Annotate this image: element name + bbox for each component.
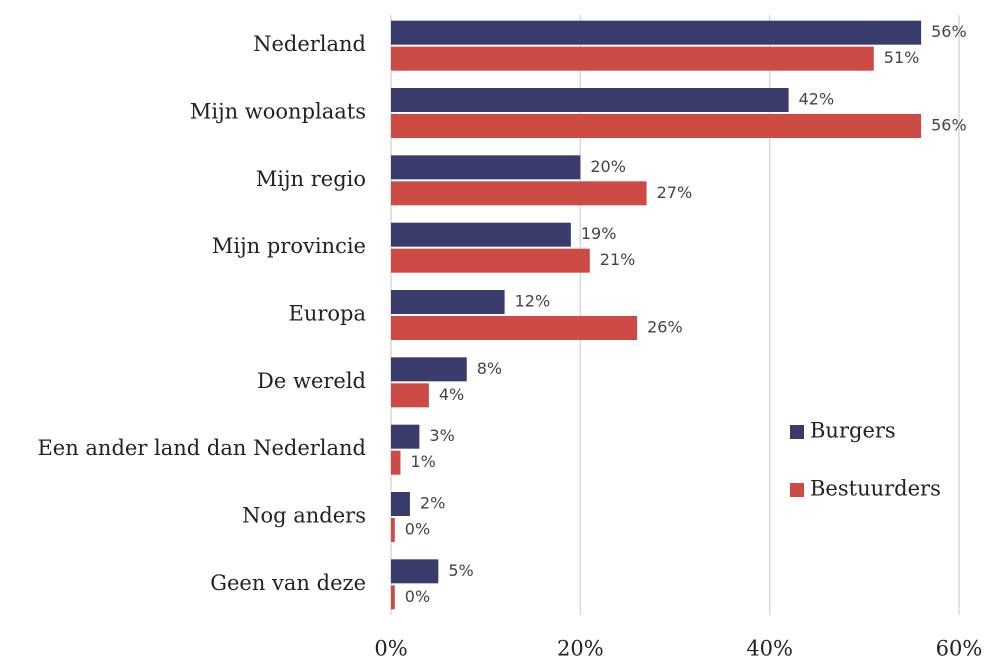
bar bbox=[391, 155, 581, 180]
value-label: 42% bbox=[799, 90, 835, 109]
bar bbox=[391, 383, 429, 408]
y-tick-label: Europa bbox=[289, 302, 367, 326]
bar bbox=[391, 222, 571, 247]
value-label: 8% bbox=[477, 359, 502, 378]
bar bbox=[391, 585, 395, 610]
bar bbox=[391, 290, 505, 314]
bar bbox=[391, 559, 439, 584]
bar bbox=[391, 88, 789, 112]
x-tick-label: 40% bbox=[746, 637, 793, 661]
value-label: 20% bbox=[590, 157, 626, 176]
y-tick-label: Mijn woonplaats bbox=[190, 100, 366, 124]
y-tick-label: Een ander land dan Nederland bbox=[37, 436, 366, 460]
bar bbox=[391, 518, 395, 542]
bar bbox=[391, 20, 922, 45]
legend-swatch bbox=[790, 425, 804, 439]
value-label: 26% bbox=[647, 318, 683, 337]
y-tick-label: Geen van deze bbox=[210, 571, 366, 595]
x-tick-label: 20% bbox=[557, 637, 604, 661]
value-label: 0% bbox=[405, 520, 430, 539]
y-tick-label: De wereld bbox=[257, 369, 366, 393]
value-label: 19% bbox=[581, 224, 617, 243]
value-label: 2% bbox=[420, 494, 445, 513]
y-tick-label: Mijn regio bbox=[256, 167, 366, 191]
bar bbox=[391, 424, 420, 449]
x-tick-label: 60% bbox=[936, 637, 983, 661]
bar bbox=[391, 181, 647, 206]
value-label: 21% bbox=[600, 250, 636, 269]
value-label: 5% bbox=[448, 561, 473, 580]
bar bbox=[391, 46, 874, 71]
y-tick-label: Mijn provincie bbox=[212, 234, 366, 258]
value-label: 56% bbox=[931, 22, 967, 41]
value-label: 27% bbox=[657, 183, 693, 202]
legend-label: Bestuurders bbox=[810, 477, 941, 501]
legend-swatch bbox=[790, 483, 804, 497]
value-label: 1% bbox=[410, 452, 435, 471]
bar bbox=[391, 492, 410, 516]
value-label: 12% bbox=[515, 292, 551, 311]
y-tick-label: Nog anders bbox=[242, 504, 366, 528]
value-label: 4% bbox=[439, 385, 464, 404]
value-label: 56% bbox=[931, 116, 967, 135]
value-label: 51% bbox=[884, 48, 920, 67]
value-label: 0% bbox=[405, 587, 430, 606]
value-label: 3% bbox=[429, 426, 454, 445]
bar bbox=[391, 114, 922, 138]
bar bbox=[391, 316, 638, 340]
bar bbox=[391, 450, 401, 475]
bar bbox=[391, 357, 467, 382]
legend-label: Burgers bbox=[810, 419, 896, 443]
x-tick-label: 0% bbox=[374, 637, 407, 661]
y-tick-label: Nederland bbox=[253, 32, 366, 56]
bar bbox=[391, 248, 590, 273]
